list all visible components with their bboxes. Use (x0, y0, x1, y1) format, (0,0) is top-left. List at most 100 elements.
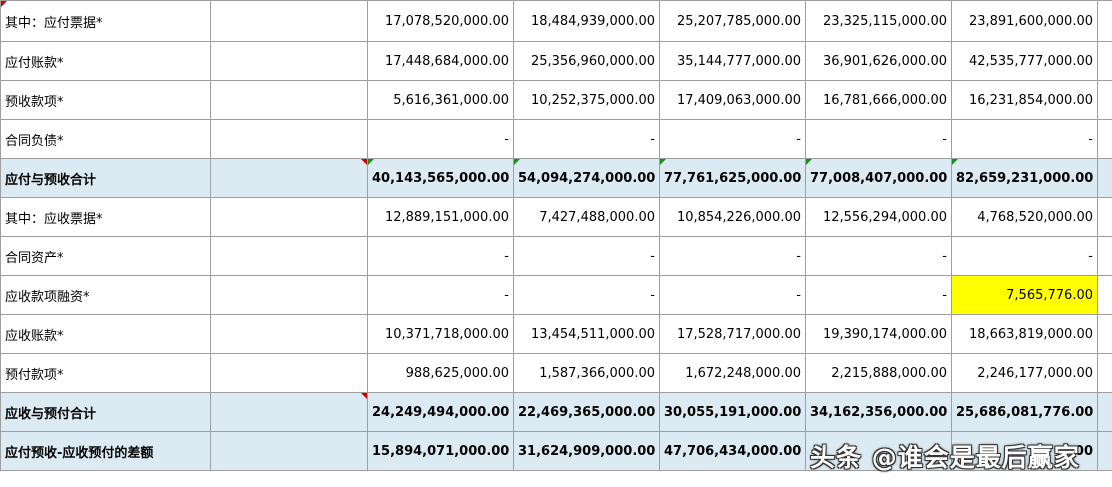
value-cell[interactable]: - (659, 236, 806, 276)
blank-cell[interactable] (210, 80, 368, 120)
value-cell[interactable]: 12,889,151,000.00 (367, 197, 514, 237)
row-label-cell[interactable]: 预付款项* (0, 353, 211, 393)
value-cell[interactable]: 10,371,718,000.00 (367, 314, 514, 354)
value-cell[interactable]: 23,325,115,000.00 (805, 0, 952, 42)
edge-cell[interactable] (1097, 236, 1112, 276)
value-cell[interactable]: 16,781,666,000.00 (805, 80, 952, 120)
value-cell[interactable]: 42,535,777,000.00 (951, 41, 1098, 81)
value-cell[interactable]: 54,094,274,000.00 (513, 158, 660, 198)
edge-cell[interactable] (1097, 158, 1112, 198)
value-cell[interactable]: 10,252,375,000.00 (513, 80, 660, 120)
value-cell[interactable]: 17,409,063,000.00 (659, 80, 806, 120)
blank-cell[interactable] (210, 314, 368, 354)
value-cell[interactable]: 40,143,565,000.00 (367, 158, 514, 198)
row-label-cell[interactable]: 合同资产* (0, 236, 211, 276)
row-label-cell[interactable]: 应付账款* (0, 41, 211, 81)
value-cell[interactable]: 12,556,294,000.00 (805, 197, 952, 237)
value-cell[interactable]: 2,246,177,000.00 (951, 353, 1098, 393)
edge-cell[interactable] (1097, 392, 1112, 432)
blank-cell[interactable] (210, 41, 368, 81)
value-cell[interactable]: 23,891,600,000.00 (951, 0, 1098, 42)
edge-cell[interactable] (1097, 275, 1112, 315)
value-cell[interactable]: 82,659,231,000.00 (951, 158, 1098, 198)
value-cell[interactable]: - (659, 275, 806, 315)
blank-cell[interactable] (210, 431, 368, 471)
edge-cell[interactable] (1097, 314, 1112, 354)
value-cell[interactable]: 77,008,407,000.00 (805, 158, 952, 198)
total-row: 应收与预付合计 24,249,494,000.00 22,469,365,000… (0, 392, 1112, 432)
value-cell[interactable]: 24,249,494,000.00 (367, 392, 514, 432)
value-cell[interactable]: 15,894,071,000.00 (367, 431, 514, 471)
row-label-cell[interactable]: 其中：应收票据* (0, 197, 211, 237)
blank-cell[interactable] (210, 236, 368, 276)
value-cell[interactable]: 16,231,854,000.00 (951, 80, 1098, 120)
value-cell[interactable]: 77,761,625,000.00 (659, 158, 806, 198)
edge-cell[interactable] (1097, 0, 1112, 42)
row-label-cell[interactable]: 应付预收-应收预付的差额 (0, 431, 211, 471)
blank-cell[interactable] (210, 197, 368, 237)
row-label-cell[interactable]: 其中：应付票据* (0, 0, 211, 42)
value-cell[interactable]: 25,356,960,000.00 (513, 41, 660, 81)
row-label-cell[interactable]: 应付与预收合计 (0, 158, 211, 198)
value-cell[interactable]: - (659, 119, 806, 159)
value-cell[interactable]: 18,484,939,000.00 (513, 0, 660, 42)
value-cell[interactable]: 36,901,626,000.00 (805, 41, 952, 81)
blank-cell[interactable] (210, 0, 368, 42)
edge-cell[interactable] (1097, 119, 1112, 159)
value-cell[interactable]: 10,854,226,000.00 (659, 197, 806, 237)
value-cell[interactable]: 4,768,520,000.00 (951, 197, 1098, 237)
value-cell[interactable]: 47,706,434,000.00 (659, 431, 806, 471)
table-row: 应收账款* 10,371,718,000.00 13,454,511,000.0… (0, 314, 1112, 354)
value-cell[interactable]: 13,454,511,000.00 (513, 314, 660, 354)
value-cell[interactable]: 17,078,520,000.00 (367, 0, 514, 42)
value-cell[interactable]: 988,625,000.00 (367, 353, 514, 393)
value-cell[interactable]: 5,616,361,000.00 (367, 80, 514, 120)
table-row: 应收款项融资* - - - - 7,565,776.00 (0, 275, 1112, 315)
value-cell[interactable]: - (513, 119, 660, 159)
value-cell[interactable]: 1,587,366,000.00 (513, 353, 660, 393)
value-cell[interactable]: 17,448,684,000.00 (367, 41, 514, 81)
edge-cell[interactable] (1097, 80, 1112, 120)
edge-cell[interactable] (1097, 197, 1112, 237)
blank-cell[interactable] (210, 158, 368, 198)
table-row: 应付账款* 17,448,684,000.00 25,356,960,000.0… (0, 41, 1112, 81)
value-cell[interactable]: 25,686,081,776.00 (951, 392, 1098, 432)
value-cell[interactable]: - (805, 236, 952, 276)
row-label-cell[interactable]: 合同负债* (0, 119, 211, 159)
value-cell[interactable]: - (513, 236, 660, 276)
edge-cell[interactable] (1097, 41, 1112, 81)
row-label-cell[interactable]: 预收款项* (0, 80, 211, 120)
value-cell[interactable]: - (367, 275, 514, 315)
value-cell[interactable]: 17,528,717,000.00 (659, 314, 806, 354)
value-cell[interactable]: 22,469,365,000.00 (513, 392, 660, 432)
blank-cell[interactable] (210, 275, 368, 315)
highlighted-value-cell[interactable]: 7,565,776.00 (951, 275, 1098, 315)
value-cell[interactable]: - (951, 236, 1098, 276)
value-cell[interactable]: - (805, 119, 952, 159)
blank-cell[interactable] (210, 119, 368, 159)
spreadsheet-grid[interactable]: 其中：应付票据* 17,078,520,000.00 18,484,939,00… (0, 0, 1112, 471)
blank-cell[interactable] (210, 392, 368, 432)
value-cell[interactable]: 7,427,488,000.00 (513, 197, 660, 237)
value-cell[interactable]: - (367, 236, 514, 276)
value-cell[interactable]: 2,215,888,000.00 (805, 353, 952, 393)
value-cell[interactable]: 31,624,909,000.00 (513, 431, 660, 471)
value-cell[interactable]: - (513, 275, 660, 315)
value-cell[interactable]: 19,390,174,000.00 (805, 314, 952, 354)
edge-cell[interactable] (1097, 353, 1112, 393)
value-cell[interactable]: - (951, 119, 1098, 159)
value-cell[interactable]: 25,207,785,000.00 (659, 0, 806, 42)
value-cell[interactable]: .00 (951, 431, 1098, 471)
value-cell[interactable]: - (805, 275, 952, 315)
edge-cell[interactable] (1097, 431, 1112, 471)
row-label-cell[interactable]: 应收账款* (0, 314, 211, 354)
value-cell[interactable]: - (367, 119, 514, 159)
row-label-cell[interactable]: 应收款项融资* (0, 275, 211, 315)
row-label-cell[interactable]: 应收与预付合计 (0, 392, 211, 432)
value-cell[interactable]: 30,055,191,000.00 (659, 392, 806, 432)
value-cell[interactable]: 34,162,356,000.00 (805, 392, 952, 432)
value-cell[interactable]: 18,663,819,000.00 (951, 314, 1098, 354)
value-cell[interactable]: 1,672,248,000.00 (659, 353, 806, 393)
value-cell[interactable]: 35,144,777,000.00 (659, 41, 806, 81)
blank-cell[interactable] (210, 353, 368, 393)
